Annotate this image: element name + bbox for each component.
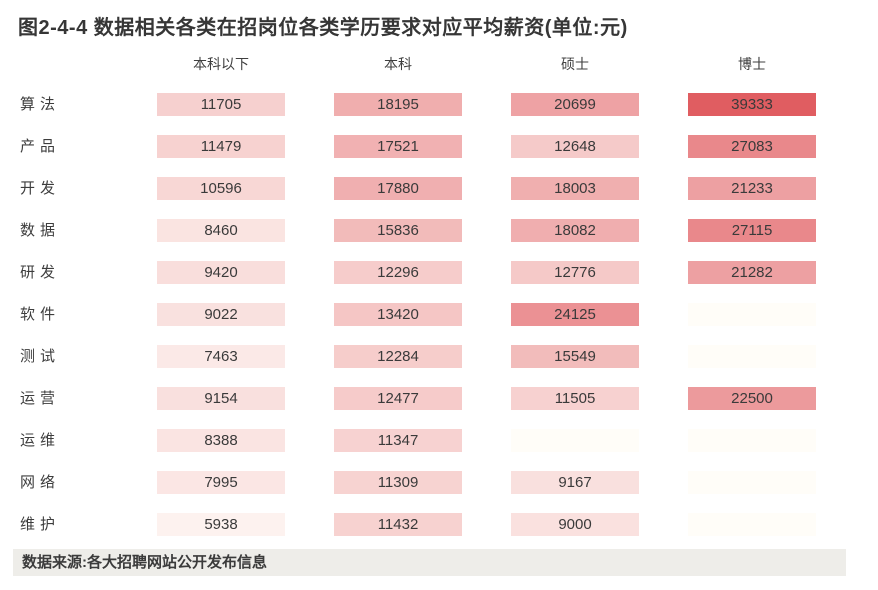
heatmap-cell-empty [511, 429, 639, 452]
heatmap-cell: 12477 [334, 387, 462, 410]
heatmap-cell: 18082 [511, 219, 639, 242]
heatmap-cell: 27115 [688, 219, 816, 242]
heatmap-cell: 12296 [334, 261, 462, 284]
row-label: 软件 [20, 306, 61, 323]
heatmap-cell: 39333 [688, 93, 816, 116]
heatmap-cell-empty [688, 345, 816, 368]
heatmap-cell: 15836 [334, 219, 462, 242]
heatmap-cell: 18003 [511, 177, 639, 200]
heatmap-cell-empty [688, 471, 816, 494]
heatmap-cell: 11479 [157, 135, 285, 158]
heatmap-cell: 11432 [334, 513, 462, 536]
row-label: 测试 [20, 348, 61, 365]
heatmap-cell: 8460 [157, 219, 285, 242]
heatmap-cell: 27083 [688, 135, 816, 158]
heatmap-cell: 12776 [511, 261, 639, 284]
heatmap-cell: 7995 [157, 471, 285, 494]
row-label: 运营 [20, 390, 61, 407]
heatmap-cell: 11705 [157, 93, 285, 116]
heatmap-cell: 12648 [511, 135, 639, 158]
row-label: 开发 [20, 180, 61, 197]
source-note-text: 数据来源:各大招聘网站公开发布信息 [22, 554, 267, 571]
column-header: 博士 [738, 56, 766, 72]
row-label: 维护 [20, 516, 61, 533]
heatmap-cell: 20699 [511, 93, 639, 116]
heatmap-cell: 22500 [688, 387, 816, 410]
heatmap-cell: 17880 [334, 177, 462, 200]
heatmap-cell: 21282 [688, 261, 816, 284]
row-label: 产品 [20, 138, 61, 155]
heatmap-cell: 13420 [334, 303, 462, 326]
heatmap-cell: 17521 [334, 135, 462, 158]
chart-title: 图2-4-4 数据相关各类在招岗位各类学历要求对应平均薪资(单位:元) [18, 17, 628, 39]
column-header: 本科以下 [193, 56, 249, 72]
heatmap-cell: 11347 [334, 429, 462, 452]
heatmap-cell: 9167 [511, 471, 639, 494]
heatmap-cell: 11309 [334, 471, 462, 494]
source-note-bar: 数据来源:各大招聘网站公开发布信息 [13, 549, 846, 576]
heatmap-cell: 15549 [511, 345, 639, 368]
heatmap-cell: 11505 [511, 387, 639, 410]
row-label: 运维 [20, 432, 61, 449]
row-label: 算法 [20, 96, 61, 113]
heatmap-cell: 18195 [334, 93, 462, 116]
heatmap-cell: 7463 [157, 345, 285, 368]
heatmap-cell: 9022 [157, 303, 285, 326]
heatmap-cell: 9420 [157, 261, 285, 284]
row-label: 网络 [20, 474, 61, 491]
column-header: 本科 [384, 56, 412, 72]
heatmap-cell: 12284 [334, 345, 462, 368]
heatmap-cell-empty [688, 303, 816, 326]
row-label: 研发 [20, 264, 61, 281]
heatmap-cell: 10596 [157, 177, 285, 200]
heatmap-cell: 9000 [511, 513, 639, 536]
heatmap-cell: 9154 [157, 387, 285, 410]
heatmap-cell-empty [688, 429, 816, 452]
heatmap-cell: 8388 [157, 429, 285, 452]
heatmap-cell: 24125 [511, 303, 639, 326]
column-header: 硕士 [561, 56, 589, 72]
row-label: 数据 [20, 222, 61, 239]
heatmap-cell: 5938 [157, 513, 285, 536]
heatmap-cell-empty [688, 513, 816, 536]
heatmap-cell: 21233 [688, 177, 816, 200]
